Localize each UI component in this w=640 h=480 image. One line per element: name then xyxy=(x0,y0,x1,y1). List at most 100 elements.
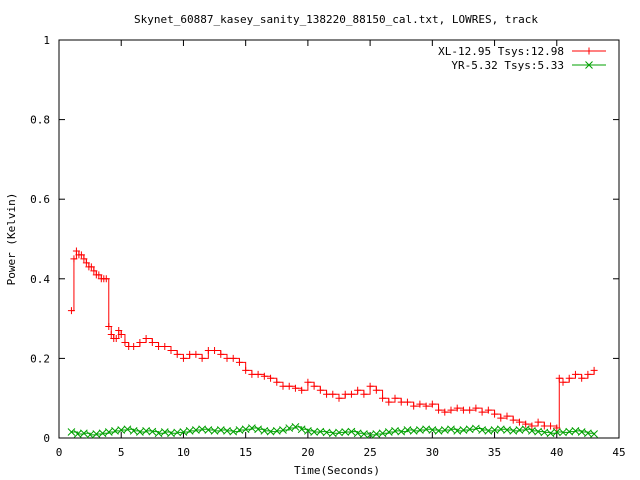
data-point xyxy=(534,427,542,436)
legend-label: YR-5.32 Tsys:5.33 xyxy=(451,59,564,72)
data-point xyxy=(70,255,78,263)
data-point xyxy=(130,342,138,350)
x-tick-label: 15 xyxy=(239,446,252,459)
data-point xyxy=(403,426,412,434)
data-point xyxy=(198,425,206,434)
series-layer xyxy=(67,247,598,439)
data-point xyxy=(372,430,381,438)
data-point xyxy=(192,426,200,434)
data-point xyxy=(409,426,418,435)
data-point xyxy=(490,426,499,434)
data-point xyxy=(223,426,231,435)
data-point xyxy=(391,394,399,402)
data-point xyxy=(235,358,243,366)
data-point xyxy=(297,425,306,434)
data-point xyxy=(310,428,318,436)
data-point xyxy=(496,425,505,434)
data-point xyxy=(285,424,294,432)
data-point xyxy=(67,428,76,436)
data-point xyxy=(472,404,480,412)
data-point xyxy=(148,338,156,346)
data-point xyxy=(571,370,579,378)
data-point xyxy=(465,425,474,434)
data-point xyxy=(428,400,436,408)
data-point xyxy=(528,426,536,435)
data-point xyxy=(254,425,262,434)
data-point xyxy=(310,382,318,390)
data-point xyxy=(87,263,95,271)
data-point xyxy=(167,429,175,438)
series-1 xyxy=(67,423,598,439)
x-tick-label: 20 xyxy=(301,446,314,459)
data-point xyxy=(121,338,129,346)
data-point xyxy=(546,429,555,438)
data-point xyxy=(555,374,563,382)
data-point xyxy=(552,428,561,436)
data-point xyxy=(154,429,163,438)
data-point xyxy=(503,426,511,434)
data-point xyxy=(82,259,90,267)
chart-title: Skynet_60887_kasey_sanity_138220_88150_c… xyxy=(134,13,538,26)
data-point xyxy=(117,426,126,434)
data-point xyxy=(242,366,250,374)
x-tick-label: 45 xyxy=(612,446,625,459)
data-point xyxy=(328,429,337,438)
data-point xyxy=(204,426,213,434)
data-point xyxy=(584,370,592,378)
data-point xyxy=(179,428,188,436)
data-point xyxy=(104,428,113,436)
data-point xyxy=(211,346,219,354)
data-point xyxy=(453,404,461,412)
data-point xyxy=(559,428,567,437)
data-point xyxy=(360,430,368,438)
data-point xyxy=(86,430,94,439)
data-point xyxy=(102,275,110,283)
data-point xyxy=(161,342,169,350)
data-point xyxy=(534,418,542,426)
data-point xyxy=(217,350,225,358)
data-point xyxy=(67,307,75,315)
data-point xyxy=(335,394,343,402)
y-axis-label: Power (Kelvin) xyxy=(5,193,18,286)
x-tick-label: 40 xyxy=(550,446,563,459)
data-point xyxy=(459,426,468,434)
data-point xyxy=(248,424,256,432)
data-point xyxy=(112,335,120,342)
data-point xyxy=(397,398,405,406)
data-point xyxy=(491,410,499,418)
data-point xyxy=(447,406,455,414)
data-point xyxy=(73,430,82,438)
legend-label: XL-12.95 Tsys:12.98 xyxy=(438,45,564,58)
data-point xyxy=(105,323,113,331)
data-point xyxy=(565,427,574,436)
data-point xyxy=(316,427,325,436)
data-point xyxy=(385,398,393,406)
data-point xyxy=(298,386,306,394)
data-point xyxy=(472,424,480,433)
data-point xyxy=(267,374,275,382)
data-point xyxy=(167,346,175,354)
data-point xyxy=(547,422,555,430)
data-point xyxy=(173,350,181,358)
data-point xyxy=(559,378,567,386)
data-point xyxy=(366,430,374,439)
data-point xyxy=(173,428,182,437)
data-point xyxy=(422,402,430,410)
data-point xyxy=(129,426,138,435)
data-point xyxy=(142,335,150,342)
data-point xyxy=(98,429,107,438)
data-point xyxy=(142,426,150,435)
data-point xyxy=(366,382,374,390)
data-point xyxy=(107,331,115,339)
data-point xyxy=(435,406,443,414)
data-point xyxy=(160,428,169,436)
data-point xyxy=(80,255,88,263)
data-point xyxy=(540,428,549,437)
data-point xyxy=(440,426,449,434)
data-point xyxy=(304,378,312,386)
data-point xyxy=(95,271,103,279)
data-point xyxy=(540,422,548,430)
data-point xyxy=(522,420,530,428)
data-point xyxy=(279,382,287,390)
